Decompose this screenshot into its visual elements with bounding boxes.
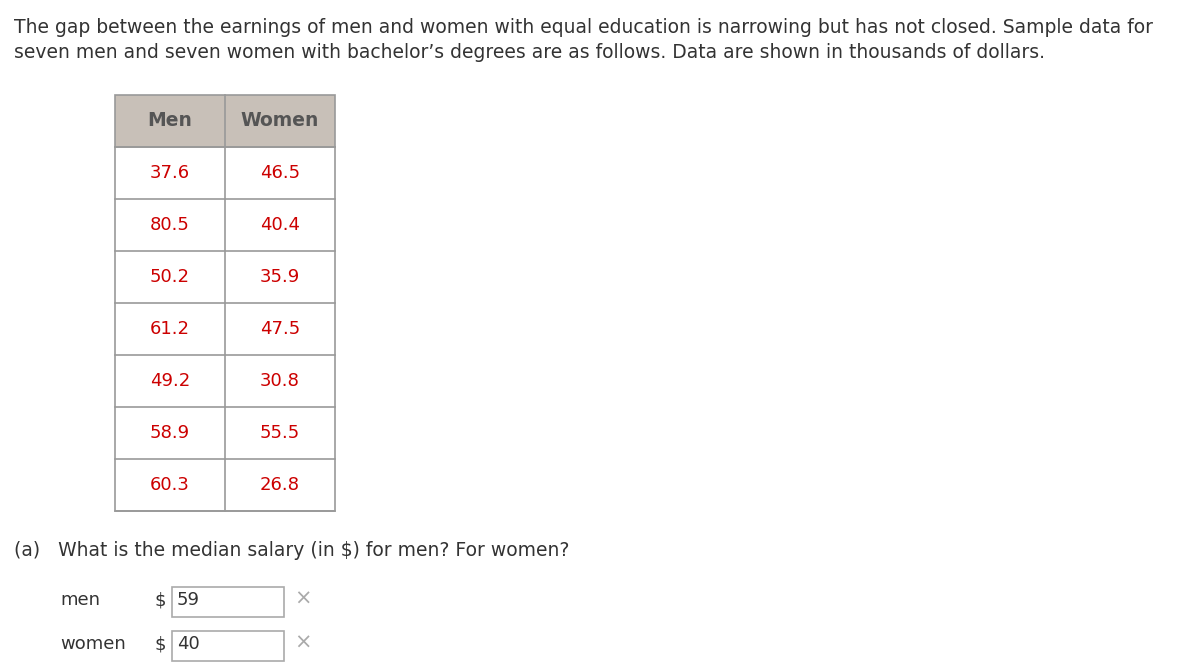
Text: 30.8: 30.8 [260, 372, 300, 390]
Text: seven men and seven women with bachelor’s degrees are as follows. Data are shown: seven men and seven women with bachelor’… [14, 43, 1045, 62]
Bar [115, 95, 335, 147]
Bar [115, 355, 335, 407]
Text: 58.9: 58.9 [150, 424, 190, 442]
Text: 37.6: 37.6 [150, 164, 190, 182]
Bar [172, 587, 284, 617]
Text: ×: × [294, 589, 312, 609]
Bar [115, 407, 335, 459]
Text: 26.8: 26.8 [260, 476, 300, 494]
Text: women: women [60, 635, 126, 653]
Bar [115, 251, 335, 303]
Text: 55.5: 55.5 [260, 424, 300, 442]
Bar [115, 147, 335, 199]
Text: men: men [60, 591, 100, 609]
Text: Men: Men [148, 111, 192, 131]
Bar [172, 631, 284, 661]
Bar [115, 459, 335, 511]
Text: 61.2: 61.2 [150, 320, 190, 338]
Text: 35.9: 35.9 [260, 268, 300, 286]
Text: 80.5: 80.5 [150, 216, 190, 234]
Bar [115, 199, 335, 251]
Text: Women: Women [241, 111, 319, 131]
Bar [115, 95, 335, 511]
Bar [115, 303, 335, 355]
Text: 40.4: 40.4 [260, 216, 300, 234]
Text: 59: 59 [178, 591, 200, 609]
Text: 46.5: 46.5 [260, 164, 300, 182]
Text: 50.2: 50.2 [150, 268, 190, 286]
Text: 47.5: 47.5 [260, 320, 300, 338]
Text: $: $ [155, 635, 167, 653]
Text: 40: 40 [178, 635, 199, 653]
Text: $: $ [155, 591, 167, 609]
Text: ×: × [294, 633, 312, 653]
Text: 60.3: 60.3 [150, 476, 190, 494]
Text: The gap between the earnings of men and women with equal education is narrowing : The gap between the earnings of men and … [14, 18, 1153, 37]
Text: (a)   What is the median salary (in $) for men? For women?: (a) What is the median salary (in $) for… [14, 541, 569, 560]
Text: 49.2: 49.2 [150, 372, 190, 390]
